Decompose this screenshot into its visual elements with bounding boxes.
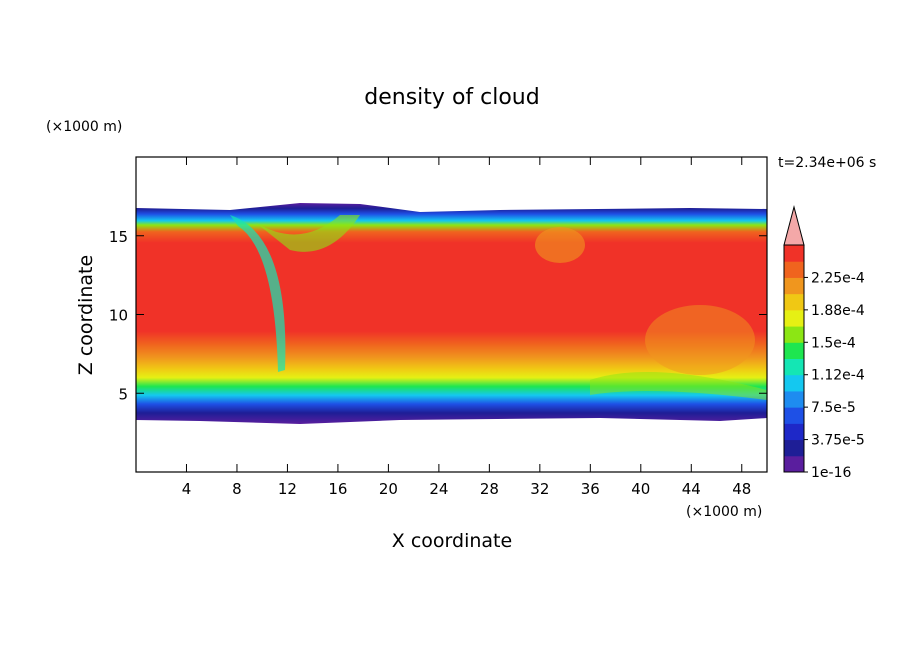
x-tick-label: 36 <box>581 480 600 498</box>
colorbar-band <box>784 261 804 278</box>
y-tick-label: 15 <box>109 228 128 246</box>
colorbar-tick-label: 3.75e-5 <box>811 433 865 449</box>
time-label: t=2.34e+06 s <box>778 155 876 171</box>
x-tick-label: 4 <box>182 480 192 498</box>
colorbar-band <box>784 342 804 359</box>
x-tick-label: 16 <box>328 480 347 498</box>
x-axis-label: X coordinate <box>392 530 512 552</box>
colorbar-band <box>784 439 804 457</box>
colorbar-band <box>784 309 804 327</box>
colorbar-band <box>784 293 804 311</box>
x-tick-label: 28 <box>480 480 499 498</box>
colorbar-band <box>784 326 804 343</box>
x-tick-label: 20 <box>379 480 398 498</box>
colorbar-tick-label: 7.5e-5 <box>811 400 856 416</box>
x-tick-label: 8 <box>232 480 242 498</box>
y-axis-label: Z coordinate <box>75 255 97 375</box>
colorbar-tick-label: 1.12e-4 <box>811 368 865 384</box>
colorbar-frame <box>783 244 805 473</box>
y-unit: (×1000 m) <box>46 119 122 135</box>
colorbar-band <box>784 277 804 295</box>
colorbar-band <box>784 423 804 441</box>
x-tick-label: 32 <box>530 480 549 498</box>
colorbar-band <box>784 358 804 376</box>
colorbar-extend <box>783 205 805 246</box>
colorbar-band <box>784 390 804 408</box>
colorbar-tick-label: 2.25e-4 <box>811 270 865 286</box>
x-tick-label: 40 <box>631 480 650 498</box>
y-tick-label: 10 <box>109 307 128 325</box>
x-tick-label: 12 <box>278 480 297 498</box>
y-tick-label: 5 <box>118 385 128 403</box>
x-tick-label: 24 <box>429 480 448 498</box>
chart-title: density of cloud <box>364 85 539 110</box>
colorbar-band <box>784 455 804 473</box>
x-tick-label: 44 <box>682 480 701 498</box>
colorbar-tick-label: 1e-16 <box>811 465 851 481</box>
colorbar-band <box>784 407 804 424</box>
cloud-field <box>136 203 767 424</box>
colorbar-band <box>784 245 804 262</box>
colorbar-tick-label: 1.5e-4 <box>811 335 856 351</box>
colorbar-band <box>784 374 804 392</box>
x-tick-label: 48 <box>732 480 751 498</box>
x-unit: (×1000 m) <box>686 504 762 520</box>
colorbar-tick-label: 1.88e-4 <box>811 303 865 319</box>
